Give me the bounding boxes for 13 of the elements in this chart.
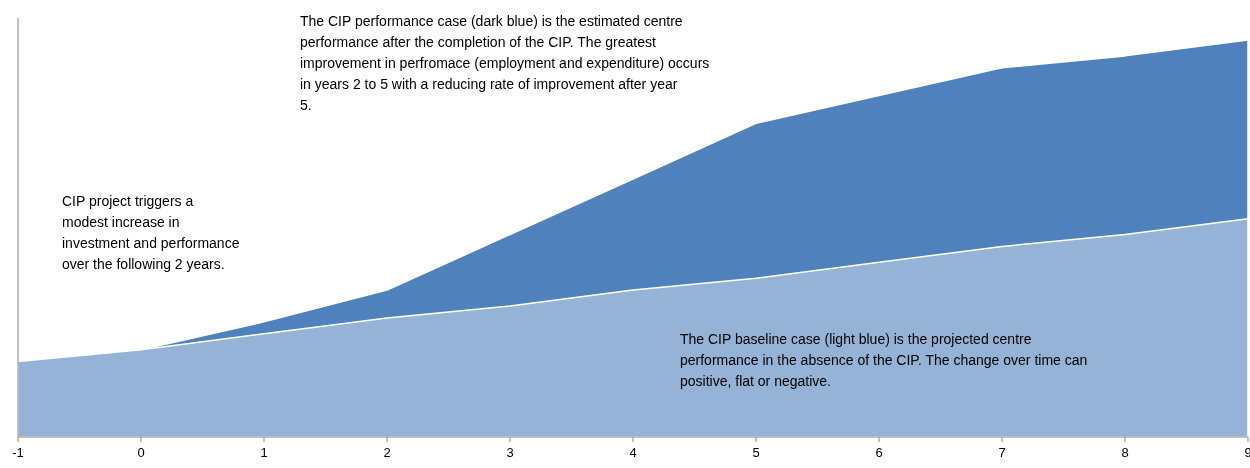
x-tick-label: 5 bbox=[752, 445, 760, 460]
x-tick-label: 7 bbox=[998, 445, 1006, 460]
x-tick-label: 6 bbox=[875, 445, 883, 460]
x-tick-label: -1 bbox=[12, 445, 24, 460]
x-tick-label: 3 bbox=[506, 445, 514, 460]
x-tick-label: 8 bbox=[1121, 445, 1129, 460]
annotation: The CIP performance case (dark blue) is the estimated centre performance after the completion of the CIP. The greatest improvement in perfromace (employment and expenditure) occurs in years 2 to 5 with a reducing rate of improvement after year 5. bbox=[300, 13, 710, 113]
annotation: The CIP baseline case (light blue) is the projected centre performance in the absence of the CIP. The change over time can positive, flat or negative. bbox=[680, 331, 1088, 389]
annotation: CIP project triggers a modest increase in investment and performance over the following 2 years. bbox=[62, 193, 240, 272]
x-tick-label: 1 bbox=[260, 445, 268, 460]
x-tick-label: 4 bbox=[629, 445, 637, 460]
x-tick-label: 0 bbox=[137, 445, 145, 460]
x-tick-label: 2 bbox=[383, 445, 391, 460]
